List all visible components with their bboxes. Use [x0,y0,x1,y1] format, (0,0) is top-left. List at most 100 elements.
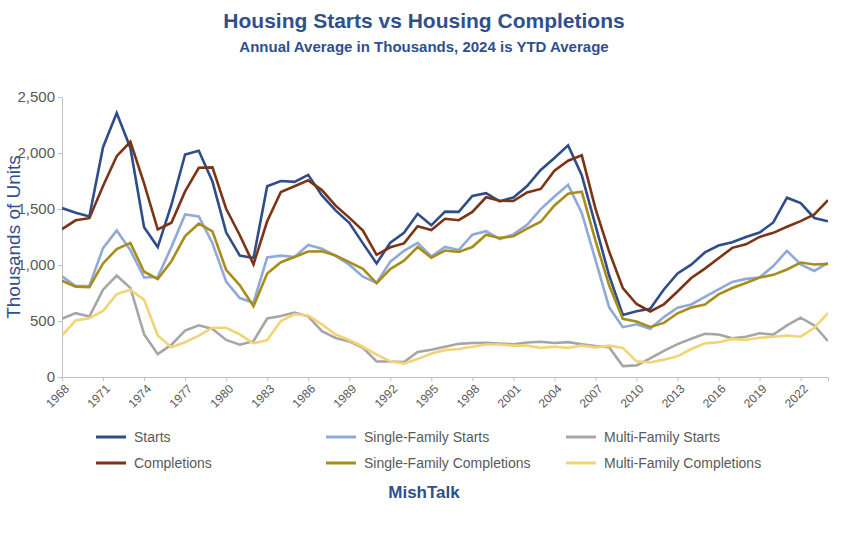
x-tick-mark [595,377,596,381]
y-tick-mark [58,153,62,154]
x-tick-label: 1992 [372,382,401,411]
x-tick-mark [390,377,391,381]
x-tick-label: 1974 [125,382,154,411]
x-tick: 2001 [495,377,524,411]
y-tick-label: 2,500 [17,88,55,105]
x-tick-label: 1989 [331,382,360,411]
annotation: MishTalk [388,483,460,502]
series-line [62,192,828,327]
legend: Starts Single-Family Starts Multi-Family S… [96,429,761,471]
series-line [62,113,828,315]
x-tick: 1974 [125,377,154,411]
x-tick: 2016 [700,377,729,411]
series-line [62,142,828,312]
x-tick-label: 1977 [166,382,195,411]
y-tick: 500 [30,312,62,329]
title: Housing Starts vs Housing Completions [223,9,624,32]
x-axis-line [63,378,829,382]
x-tick: 2022 [782,377,811,411]
x-tick-label: 2022 [782,382,811,411]
x-tick-mark [226,377,227,381]
x-tick-label: 1983 [249,382,278,411]
x-tick-mark [637,377,638,381]
x-tick-label: 2010 [618,382,647,411]
x-tick: 1995 [413,377,442,411]
legend-label: Multi-Family Completions [604,455,761,471]
x-tick-label: 1986 [290,382,319,411]
x-tick-label: 1998 [454,382,483,411]
legend-swatch [566,462,596,465]
x-tick-mark [349,377,350,381]
legend-item: Multi-Family Starts [566,429,720,445]
y-axis-title: Thousands of Units [3,155,24,319]
chart: Housing Starts vs Housing Completions Ann… [0,0,848,546]
x-tick-mark [760,377,761,381]
legend-item: Starts [96,429,171,445]
y-tick: 0 [47,368,62,385]
x-tick-label: 1980 [207,382,236,411]
x-tick-mark [308,377,309,381]
y-tick: 1,000 [17,256,62,273]
y-tick: 2,000 [17,144,62,161]
legend-swatch [326,462,356,465]
lines [62,113,828,366]
y-tick: 2,500 [17,88,62,105]
y-tick-mark [58,209,62,210]
x-tick-mark [103,377,104,381]
x-tick: 1998 [454,377,483,411]
x-tick-mark [185,377,186,381]
x-tick-label: 1971 [84,382,113,411]
y-tick-label: 0 [47,368,55,385]
legend-label: Single-Family Completions [364,455,531,471]
legend-item: Single-Family Completions [326,455,531,471]
x-tick: 2010 [618,377,647,411]
x-tick: 1986 [290,377,319,411]
x-tick-mark [554,377,555,381]
series-line [62,185,828,329]
x-axis: 1968 1971 1974 1977 1980 1983 1986 1989 1992 1995… [43,377,828,411]
series-line [62,290,828,364]
x-tick-mark [62,377,63,381]
x-tick-mark [801,377,802,381]
x-tick: 1968 [43,377,72,411]
y-tick-label: 500 [30,312,55,329]
legend-item: Multi-Family Completions [566,455,761,471]
legend-label: Multi-Family Starts [604,429,720,445]
legend-swatch [566,436,596,439]
x-tick-label: 2016 [700,382,729,411]
x-tick-mark [719,377,720,381]
x-tick: 2007 [577,377,606,411]
y-tick-mark [58,321,62,322]
legend-label: Starts [134,429,171,445]
x-tick: 1980 [207,377,236,411]
x-tick-label: 2001 [495,382,524,411]
legend-label: Completions [134,455,212,471]
x-tick: 2013 [659,377,688,411]
y-axis: 0 500 1,000 1,500 2,000 2,500 [17,88,62,385]
x-tick-mark [678,377,679,381]
y-tick: 1,500 [17,200,62,217]
x-tick-label: 2019 [741,382,770,411]
legend-label: Single-Family Starts [364,429,489,445]
x-tick: 2019 [741,377,770,411]
x-tick-label: 2013 [659,382,688,411]
series-line [62,276,828,367]
y-axis-line [58,98,63,378]
x-tick-mark [144,377,145,381]
x-tick: 2004 [536,377,565,411]
x-tick: 1983 [249,377,278,411]
x-tick-label: 1995 [413,382,442,411]
x-tick-mark [472,377,473,381]
legend-swatch [326,436,356,439]
x-tick: 1989 [331,377,360,411]
y-tick-mark [58,377,62,378]
x-tick-mark [513,377,514,381]
legend-swatch [96,436,126,439]
x-tick-mark [267,377,268,381]
subtitle: Annual Average in Thousands, 2024 is YTD… [239,38,608,55]
plot: 0 500 1,000 1,500 2,000 2,500 1968 1971 1974 1977… [17,88,828,410]
y-tick-mark [58,265,62,266]
x-tick-label: 2007 [577,382,606,411]
x-tick-label: 1968 [43,382,72,411]
legend-swatch [96,462,126,465]
